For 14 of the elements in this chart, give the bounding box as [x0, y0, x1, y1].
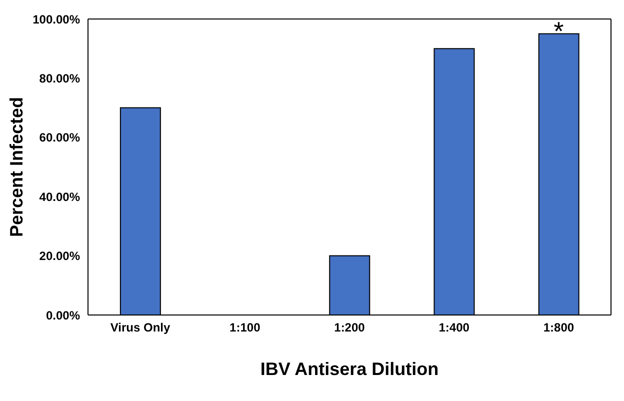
x-axis-title: IBV Antisera Dilution [260, 359, 439, 379]
y-tick-label: 60.00% [39, 130, 80, 145]
y-tick-label: 100.00% [32, 12, 80, 26]
x-tick-label: 1:200 [334, 320, 366, 335]
x-tick-label: 1:800 [543, 320, 574, 335]
x-tick-label: 1:100 [230, 320, 261, 335]
y-tick-label: 40.00% [39, 190, 80, 204]
x-tick-label: 1:400 [438, 320, 470, 335]
y-tick-label: 80.00% [39, 71, 80, 86]
annotation: * [554, 16, 564, 46]
y-tick-label: 0.00% [46, 308, 80, 322]
x-tick-label: Virus Only [110, 320, 171, 335]
y-axis-title: Percent Infected [6, 96, 26, 238]
y-tick-label: 20.00% [39, 249, 80, 264]
